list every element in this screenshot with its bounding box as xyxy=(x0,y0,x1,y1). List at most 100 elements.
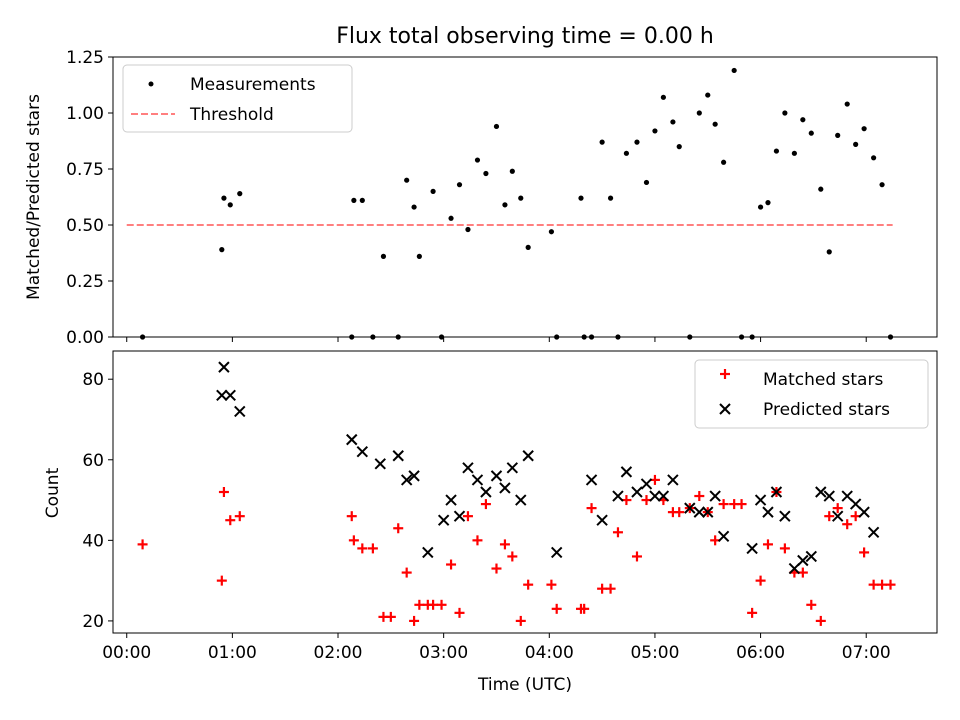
measurement-point xyxy=(607,195,614,201)
measurement-point xyxy=(380,253,387,259)
bottom-ylabel: Count xyxy=(43,467,63,518)
predicted-star-point xyxy=(657,490,670,502)
matched-star-point xyxy=(346,511,357,522)
bottom-x-ticks: 00:00 01:00 02:00 03:00 04:00 05:00 06:00 07:00 xyxy=(102,633,891,663)
top-ylabel: Matched/Predicted stars xyxy=(24,94,44,300)
matched-star-point xyxy=(877,579,888,590)
matched-star-point xyxy=(824,511,835,522)
measurement-point xyxy=(599,139,605,145)
matched-star-point xyxy=(515,615,526,626)
predicted-star-point xyxy=(471,474,484,486)
top-ytick-label: 1.25 xyxy=(66,48,104,68)
predicted-star-point xyxy=(437,514,450,526)
top-legend-box xyxy=(122,64,353,133)
bottom-axes-frame xyxy=(112,350,938,634)
matched-star-point xyxy=(367,543,378,554)
measurement-point xyxy=(359,197,365,203)
matched-star-point xyxy=(225,515,236,526)
measurement-point xyxy=(652,128,658,134)
predicted-star-point xyxy=(346,433,358,446)
measurement-point xyxy=(227,202,233,208)
measurement-point xyxy=(660,94,666,100)
bottom-xtick-label: 07:00 xyxy=(842,643,891,663)
measurement-point xyxy=(705,92,711,98)
matched-star-point xyxy=(586,503,597,514)
legend-matched-marker xyxy=(720,369,730,379)
predicted-star-point xyxy=(770,486,783,498)
bottom-xtick-label: 01:00 xyxy=(208,643,257,663)
measurement-point xyxy=(416,253,422,259)
matched-star-point xyxy=(218,487,229,497)
legend-measurements-label: Measurements xyxy=(190,75,316,95)
measurement-point xyxy=(578,195,584,201)
measurement-point xyxy=(634,139,640,145)
matched-star-point xyxy=(446,559,457,570)
bottom-ytick-label: 60 xyxy=(82,451,104,471)
measurement-point xyxy=(465,226,471,233)
measurement-point xyxy=(237,191,243,197)
top-x-ticks xyxy=(126,337,867,342)
predicted-star-point xyxy=(867,526,880,538)
predicted-star-point xyxy=(709,490,721,502)
bottom-plot-area xyxy=(137,361,896,626)
predicted-star-point xyxy=(234,405,246,418)
measurement-point xyxy=(623,150,630,156)
measurement-point xyxy=(670,119,676,125)
predicted-star-point xyxy=(797,554,809,567)
predicted-star-point xyxy=(445,494,457,506)
measurement-point xyxy=(835,132,841,138)
matched-star-point xyxy=(612,527,623,538)
matched-star-point xyxy=(523,579,534,590)
measurement-point xyxy=(351,197,357,203)
predicted-star-point xyxy=(480,486,492,498)
predicted-star-point xyxy=(640,478,653,490)
matched-star-point xyxy=(736,499,747,510)
matched-star-point xyxy=(842,519,853,530)
measurement-point xyxy=(773,148,780,154)
matched-star-point xyxy=(216,575,227,586)
bottom-xtick-label: 06:00 xyxy=(736,643,785,663)
matched-star-point xyxy=(357,543,368,554)
legend-predicted-marker xyxy=(719,403,731,415)
matched-star-point xyxy=(480,499,491,510)
bottom-ytick-label: 80 xyxy=(82,370,104,390)
bottom-ytick-label: 40 xyxy=(82,531,104,551)
predicted-star-point xyxy=(506,462,519,474)
measurement-point xyxy=(818,186,824,192)
top-ytick-label: 1.00 xyxy=(66,104,104,124)
top-ytick-label: 0.00 xyxy=(66,328,104,348)
legend-predicted-label: Predicted stars xyxy=(763,400,890,420)
predicted-star-point xyxy=(400,474,413,486)
matched-star-point xyxy=(815,615,826,626)
measurement-point xyxy=(765,200,771,206)
measurement-point xyxy=(853,141,859,147)
matched-star-point xyxy=(631,551,642,562)
measurement-point xyxy=(411,204,417,210)
measurement-point xyxy=(757,204,764,210)
matched-star-point xyxy=(401,567,412,578)
top-axes-frame xyxy=(112,56,938,338)
predicted-star-point xyxy=(612,490,624,502)
matched-star-point xyxy=(694,491,705,502)
top-ytick-label: 0.75 xyxy=(66,160,104,180)
matched-star-point xyxy=(436,599,447,610)
measurement-point xyxy=(871,155,877,161)
bottom-xtick-label: 02:00 xyxy=(314,643,363,663)
measurement-point xyxy=(782,110,788,116)
predicted-star-point xyxy=(702,506,714,518)
measurement-point xyxy=(548,229,555,235)
bottom-ytick-label: 20 xyxy=(82,612,104,632)
predicted-star-point xyxy=(499,482,511,494)
top-panel: Matched/Predicted stars 0.00 0.25 0.50 0.75… xyxy=(24,48,938,348)
matched-star-point xyxy=(868,579,879,590)
chart-title: Flux total observing time = 0.00 h xyxy=(336,24,714,49)
bottom-xtick-label: 00:00 xyxy=(102,643,151,663)
predicted-star-point xyxy=(218,361,230,373)
matched-star-point xyxy=(579,603,590,614)
predicted-star-point xyxy=(805,550,817,563)
predicted-star-point xyxy=(392,450,404,462)
predicted-star-point xyxy=(224,389,236,402)
measurement-point xyxy=(474,157,481,163)
matched-star-point xyxy=(454,607,465,618)
